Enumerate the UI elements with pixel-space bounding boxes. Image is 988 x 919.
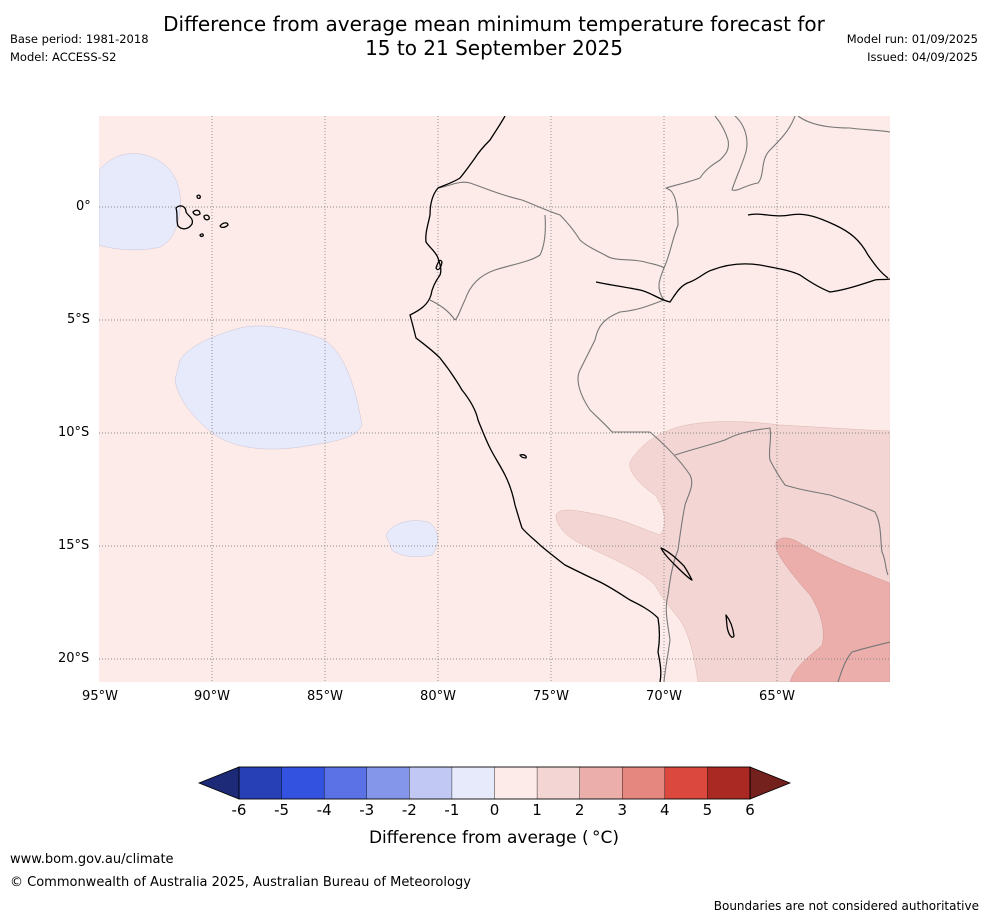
colorbar-title-text: Difference from average ( °C): [368, 828, 620, 848]
coastline: [175, 116, 890, 682]
colorbar-frame: [238, 766, 751, 800]
colorbar-tick-label: 0: [489, 801, 500, 819]
colorbar-tick-label: 1: [532, 801, 542, 819]
lon-label: 75°W: [533, 689, 569, 704]
lat-label: 10°S: [58, 425, 90, 440]
map-frame: [99, 116, 890, 682]
anomaly-region-1-to-2: [555, 421, 890, 682]
footer-note: Boundaries are not considered authoritat…: [713, 899, 979, 913]
colorbar-block: [707, 766, 751, 800]
meta-right: Model run: 01/09/2025 Issued: 04/09/2025: [847, 30, 978, 66]
lat-label: 5°S: [67, 312, 91, 327]
colorbar-block: [238, 766, 283, 800]
anomaly-region-2-to-3: [775, 537, 890, 682]
colorbar-ticks: -6 -5 -4 -3 -2 -1 0 1 2 3 4 5 6: [0, 801, 988, 821]
base-period-text: Base period: 1981-2018: [10, 32, 149, 46]
title-line-1: Difference from average mean minimum tem…: [163, 12, 825, 36]
colorbar-block: [622, 766, 666, 800]
colorbar-block: [323, 766, 368, 800]
colorbar-tick-label: 3: [617, 801, 628, 819]
colorbar-block: [409, 766, 453, 800]
colorbar-block: [664, 766, 709, 800]
colorbar-tick-label: -4: [316, 801, 332, 819]
colorbar-tick-label: 6: [745, 801, 755, 819]
lon-label: 80°W: [420, 689, 456, 704]
colorbar-title: Difference from average ( °C): [0, 828, 988, 848]
anomaly-region-negative: [99, 153, 181, 251]
colorbar-tick-label: 5: [702, 801, 713, 819]
title-line-2: 15 to 21 September 2025: [365, 36, 623, 60]
colorbar-tick-label: -1: [444, 801, 460, 819]
lon-label: 95°W: [82, 689, 118, 704]
lon-label: 90°W: [194, 689, 230, 704]
colorbar-tick-label: -5: [274, 801, 290, 819]
colorbar: [197, 766, 792, 800]
footer-copyright: © Commonwealth of Australia 2025, Austra…: [10, 875, 471, 890]
colorbar-tick-label: 2: [574, 801, 585, 819]
lat-label: 20°S: [58, 651, 90, 666]
colorbar-tick-label: -2: [401, 801, 417, 819]
lon-label: 65°W: [759, 689, 795, 704]
colorbar-block: [536, 766, 581, 800]
colorbar-block: [451, 766, 496, 800]
colorbar-tick-label: -3: [359, 801, 375, 819]
colorbar-block: [579, 766, 623, 800]
colorbar-tick-label: -6: [231, 801, 247, 819]
model-run-text: Model run: 01/09/2025: [846, 32, 978, 46]
lon-label: 85°W: [307, 689, 343, 704]
gridlines: [99, 116, 890, 682]
issued-text: Issued: 04/09/2025: [867, 50, 978, 64]
country-borders: [429, 116, 890, 682]
footer-url: www.bom.gov.au/climate: [10, 852, 174, 867]
anomaly-region-negative: [385, 520, 438, 557]
colorbar-extend-high: [749, 766, 792, 800]
model-text: Model: ACCESS-S2: [10, 50, 117, 64]
lat-label: 0°: [76, 199, 91, 214]
colorbar-block: [281, 766, 325, 800]
anomaly-region-negative: [174, 325, 363, 450]
lon-label: 70°W: [646, 689, 682, 704]
lat-label: 15°S: [58, 538, 90, 553]
colorbar-block: [366, 766, 411, 800]
colorbar-tick-label: 4: [660, 801, 670, 819]
meta-left: Base period: 1981-2018 Model: ACCESS-S2: [10, 30, 149, 66]
chart-title: Difference from average mean minimum tem…: [0, 12, 988, 60]
colorbar-extend-low: [197, 766, 240, 800]
colorbar-block: [494, 766, 538, 800]
